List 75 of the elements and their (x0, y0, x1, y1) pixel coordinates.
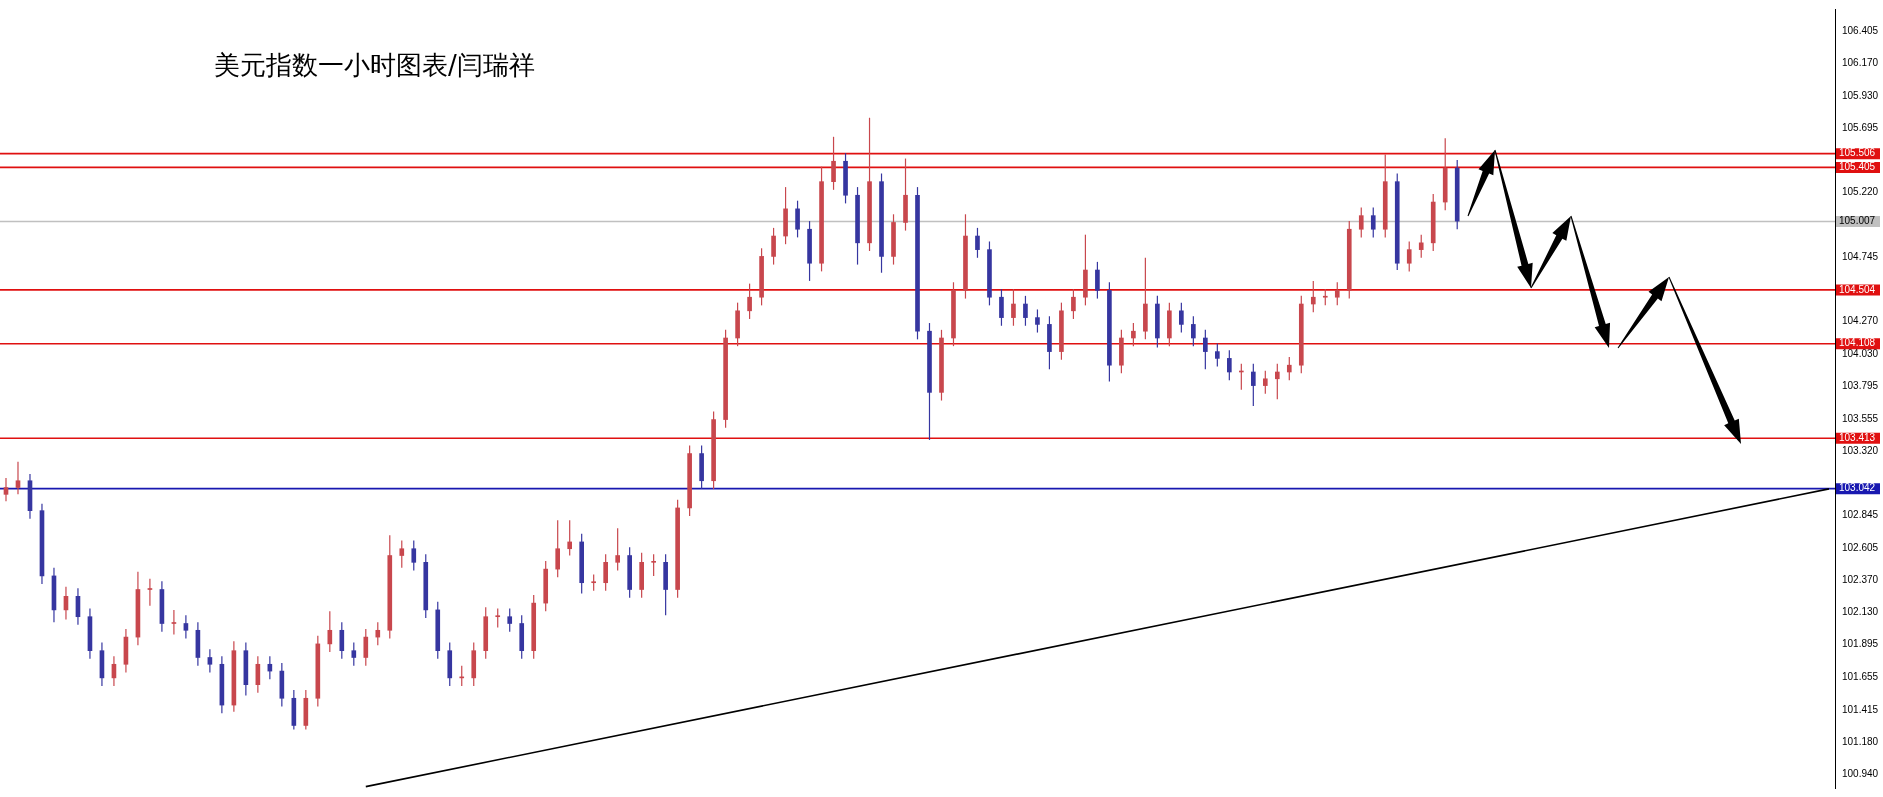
candlestick (1203, 329, 1208, 370)
candlestick (375, 621, 381, 646)
ref-line-label: 104.108 (1839, 337, 1876, 349)
candlestick (1191, 315, 1196, 347)
ref-line-label: 103.413 (1839, 431, 1876, 443)
candlestick (999, 288, 1004, 327)
candlestick (1179, 302, 1184, 334)
candlestick (1035, 308, 1040, 334)
y-tick-label: 105.220 (1842, 186, 1879, 198)
candlestick (411, 539, 417, 572)
y-tick-label: 104.270 (1842, 315, 1879, 327)
candlestick (567, 519, 573, 557)
ref-line-label: 105.007 (1839, 215, 1876, 227)
y-tick-label: 106.170 (1842, 57, 1879, 69)
y-tick-label: 103.555 (1842, 412, 1879, 424)
candlestick (1023, 295, 1028, 327)
candlestick (3, 477, 9, 502)
y-tick-label: 104.030 (1842, 348, 1879, 360)
candlestick (1215, 342, 1220, 368)
y-tick-label: 102.605 (1842, 541, 1879, 553)
ref-line-label: 103.042 (1839, 482, 1876, 494)
y-tick-label: 105.695 (1842, 121, 1879, 133)
y-tick-label: 100.940 (1842, 768, 1879, 780)
candlestick (363, 628, 369, 667)
candlestick (555, 519, 561, 578)
candlestick (1131, 322, 1136, 347)
y-tick-label: 101.180 (1842, 735, 1879, 747)
candlestick (147, 578, 153, 607)
candlestick (795, 200, 800, 238)
candlestick (339, 621, 345, 660)
candlestick (1274, 363, 1280, 400)
candlestick (1310, 280, 1316, 313)
candlestick (351, 641, 357, 667)
y-tick-label: 101.415 (1842, 703, 1879, 715)
candlestick (1071, 288, 1076, 320)
candlestick (1406, 240, 1412, 272)
candlestick (207, 648, 213, 674)
y-tick-label: 105.930 (1842, 89, 1879, 101)
candlestick (1262, 370, 1268, 395)
candlestick (495, 607, 501, 629)
candlestick (771, 227, 776, 266)
candlestick (1227, 349, 1232, 381)
candlestick (171, 609, 177, 635)
candlestick (975, 227, 980, 259)
y-tick-label: 101.895 (1842, 638, 1879, 650)
y-tick-label: 106.405 (1842, 25, 1879, 37)
y-tick-label: 102.130 (1842, 606, 1879, 618)
ref-line-label: 105.405 (1839, 161, 1876, 173)
candlestick (327, 610, 333, 653)
y-tick-label: 104.745 (1842, 250, 1879, 262)
y-tick-label: 103.320 (1842, 444, 1879, 456)
text: 美元指数一小时图表/闫瑞祥 (214, 49, 535, 82)
ref-line-label: 104.504 (1839, 283, 1876, 295)
candlestick (1370, 206, 1376, 238)
y-tick-label: 102.845 (1842, 509, 1879, 521)
candlestick (651, 553, 656, 577)
candlestick (831, 136, 836, 191)
candlestick (1286, 356, 1292, 381)
y-tick-label: 101.655 (1842, 670, 1879, 682)
candlestick (1250, 363, 1256, 407)
candlestick (507, 607, 513, 633)
y-tick-label: 102.370 (1842, 573, 1879, 585)
candlestick (603, 553, 608, 592)
candlestick (1418, 234, 1424, 259)
candlestick (15, 461, 21, 495)
y-tick-label: 103.795 (1842, 380, 1879, 392)
candlestick (1011, 288, 1016, 327)
candlestick (615, 527, 620, 572)
candlestick (399, 539, 405, 569)
candlestick (1358, 206, 1364, 238)
candlestick (1095, 261, 1100, 300)
ref-line-label: 105.506 (1839, 147, 1876, 159)
candlestick (183, 614, 189, 640)
candlestick (747, 283, 752, 320)
candlestick (1334, 281, 1340, 306)
